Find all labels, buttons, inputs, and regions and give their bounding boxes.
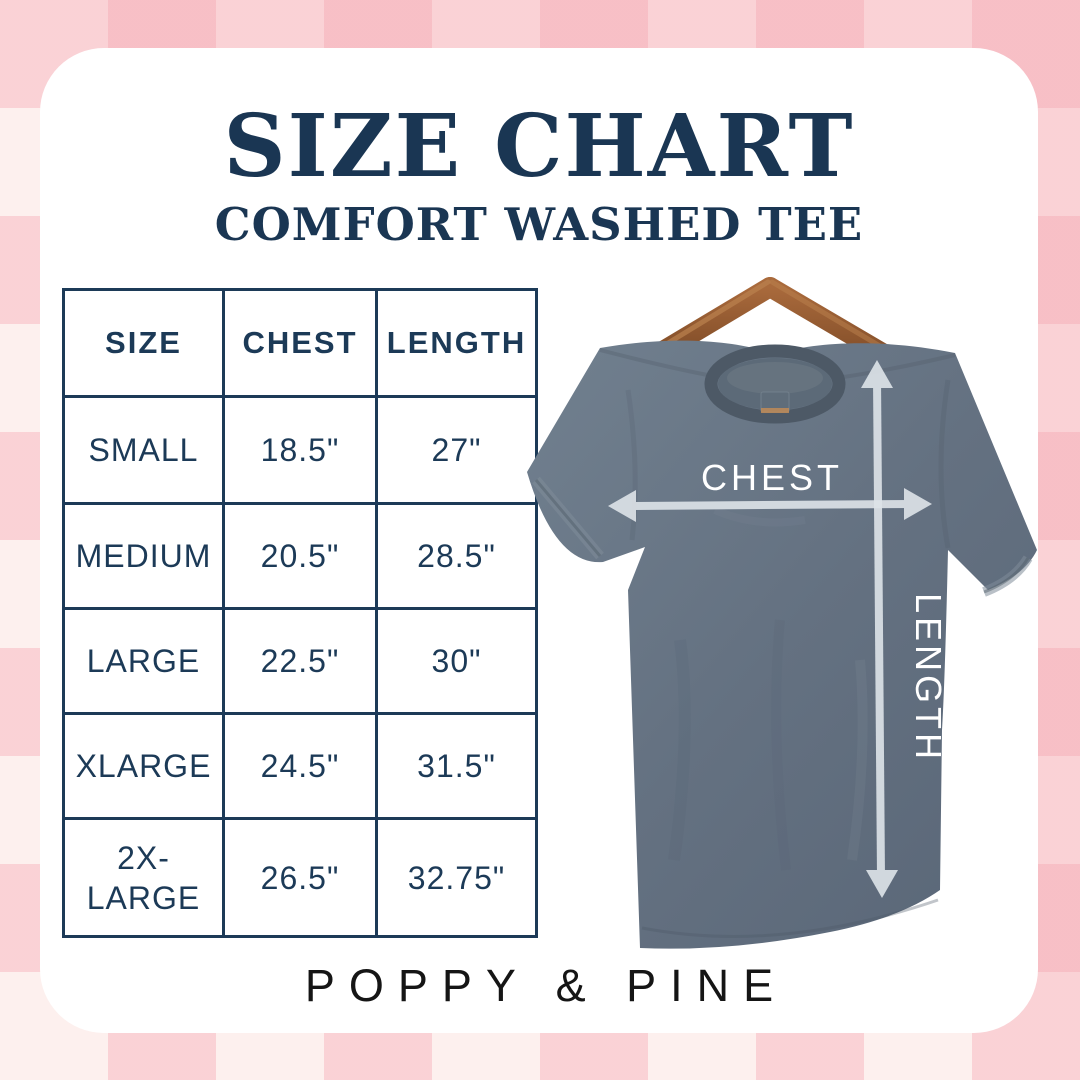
chest-cell: 26.5" — [222, 817, 378, 938]
length-label: LENGTH — [908, 593, 949, 763]
tshirt — [527, 340, 1037, 949]
chest-cell: 18.5" — [222, 395, 378, 505]
size-cell: 2X-LARGE — [62, 817, 225, 938]
chest-cell: 24.5" — [222, 712, 378, 820]
chest-cell: 22.5" — [222, 607, 378, 715]
chest-arrow — [608, 488, 932, 522]
chest-cell: 20.5" — [222, 502, 378, 610]
page-title: SIZE CHART — [223, 96, 855, 197]
table-row: SMALL 18.5" 27" — [62, 395, 538, 505]
size-cell: SMALL — [62, 395, 225, 505]
table-row: MEDIUM 20.5" 28.5" — [62, 502, 538, 610]
content-card: SIZE CHART COMFORT WASHED TEE SIZE CHEST… — [40, 48, 1038, 1033]
size-table: SIZE CHEST LENGTH SMALL 18.5" 27" MEDIUM… — [62, 288, 538, 938]
table-row: 2X-LARGE 26.5" 32.75" — [62, 817, 538, 938]
table-row: XLARGE 24.5" 31.5" — [62, 712, 538, 820]
length-cell: 31.5" — [375, 712, 538, 820]
size-cell: XLARGE — [62, 712, 225, 820]
size-cell: LARGE — [62, 607, 225, 715]
length-cell: 32.75" — [375, 817, 538, 938]
brand-name: POPPY & PINE — [304, 960, 788, 1011]
column-header-chest: CHEST — [222, 288, 378, 398]
collar — [704, 344, 846, 424]
size-cell: MEDIUM — [62, 502, 225, 610]
column-header-length: LENGTH — [375, 288, 538, 398]
chest-label: CHEST — [701, 457, 843, 498]
column-header-size: SIZE — [62, 288, 225, 398]
length-cell: 27" — [375, 395, 538, 505]
length-cell: 28.5" — [375, 502, 538, 610]
page-subtitle: COMFORT WASHED TEE — [214, 198, 864, 251]
table-row: LARGE 22.5" 30" — [62, 607, 538, 715]
tshirt-photo: CHEST LENGTH — [500, 260, 1045, 970]
length-arrow — [861, 360, 898, 898]
length-cell: 30" — [375, 607, 538, 715]
table-header-row: SIZE CHEST LENGTH — [62, 288, 538, 398]
